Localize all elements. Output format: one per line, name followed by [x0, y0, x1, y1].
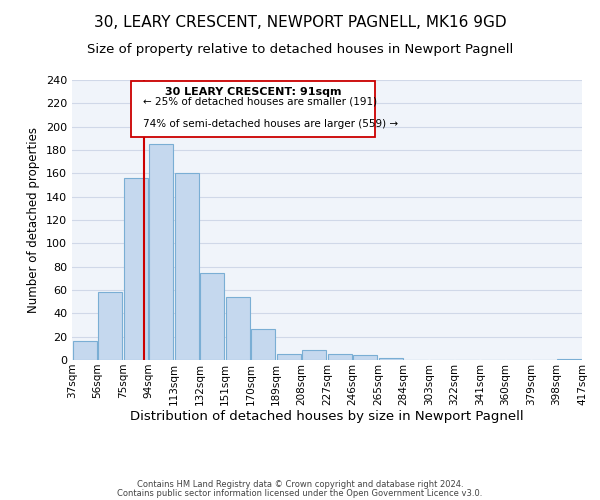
Bar — [557, 359, 581, 360]
Text: Contains public sector information licensed under the Open Government Licence v3: Contains public sector information licen… — [118, 489, 482, 498]
Text: 30 LEARY CRESCENT: 91sqm: 30 LEARY CRESCENT: 91sqm — [165, 87, 341, 97]
Bar — [302, 350, 326, 360]
Bar — [379, 358, 403, 360]
Bar — [353, 356, 377, 360]
Bar — [251, 328, 275, 360]
Y-axis label: Number of detached properties: Number of detached properties — [28, 127, 40, 313]
Text: Size of property relative to detached houses in Newport Pagnell: Size of property relative to detached ho… — [87, 42, 513, 56]
Bar — [175, 174, 199, 360]
Bar — [200, 272, 224, 360]
Bar — [277, 354, 301, 360]
Bar — [98, 292, 122, 360]
Bar — [226, 297, 250, 360]
Bar — [73, 342, 97, 360]
Text: Contains HM Land Registry data © Crown copyright and database right 2024.: Contains HM Land Registry data © Crown c… — [137, 480, 463, 489]
Text: 74% of semi-detached houses are larger (559) →: 74% of semi-detached houses are larger (… — [143, 119, 398, 129]
Bar — [124, 178, 148, 360]
X-axis label: Distribution of detached houses by size in Newport Pagnell: Distribution of detached houses by size … — [130, 410, 524, 424]
Bar — [149, 144, 173, 360]
Text: ← 25% of detached houses are smaller (191): ← 25% of detached houses are smaller (19… — [143, 96, 377, 106]
Bar — [328, 354, 352, 360]
FancyBboxPatch shape — [131, 82, 376, 138]
Text: 30, LEARY CRESCENT, NEWPORT PAGNELL, MK16 9GD: 30, LEARY CRESCENT, NEWPORT PAGNELL, MK1… — [94, 15, 506, 30]
